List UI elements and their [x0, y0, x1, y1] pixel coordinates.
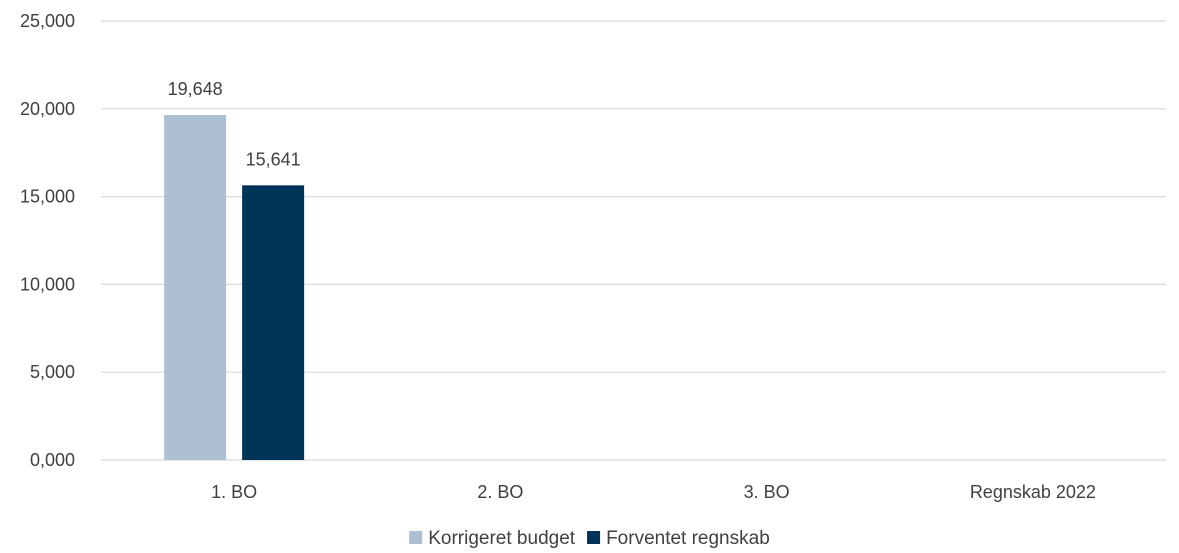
bar-korrigeret-budget: [164, 114, 227, 461]
x-axis: 1. BO 2. BO 3. BO Regnskab 2022: [211, 482, 1096, 502]
legend: Korrigeret budget Forventet regnskab: [409, 528, 770, 549]
legend-swatch: [409, 531, 423, 544]
y-tick-label: 20,000: [20, 99, 75, 119]
y-tick-label: 25,000: [20, 11, 75, 31]
y-tick-label: 5,000: [30, 362, 75, 382]
legend-label: Forventet regnskab: [606, 528, 770, 549]
bar-forventet-regnskab: [242, 185, 305, 460]
data-label: 15,641: [246, 149, 301, 169]
data-label: 19,648: [168, 79, 223, 99]
legend-swatch: [587, 531, 601, 544]
x-tick-label: Regnskab 2022: [970, 482, 1096, 502]
y-tick-label: 15,000: [20, 187, 75, 207]
x-tick-label: 3. BO: [744, 482, 790, 502]
data-labels: 19,648 15,641: [168, 79, 301, 169]
x-tick-label: 2. BO: [477, 482, 523, 502]
legend-label: Korrigeret budget: [428, 528, 576, 549]
x-tick-label: 1. BO: [211, 482, 257, 502]
y-tick-label: 0,000: [30, 450, 75, 470]
bars: [164, 114, 305, 461]
y-axis: 0,000 5,000 10,000 15,000 20,000 25,000: [20, 11, 75, 470]
y-tick-label: 10,000: [20, 274, 75, 294]
